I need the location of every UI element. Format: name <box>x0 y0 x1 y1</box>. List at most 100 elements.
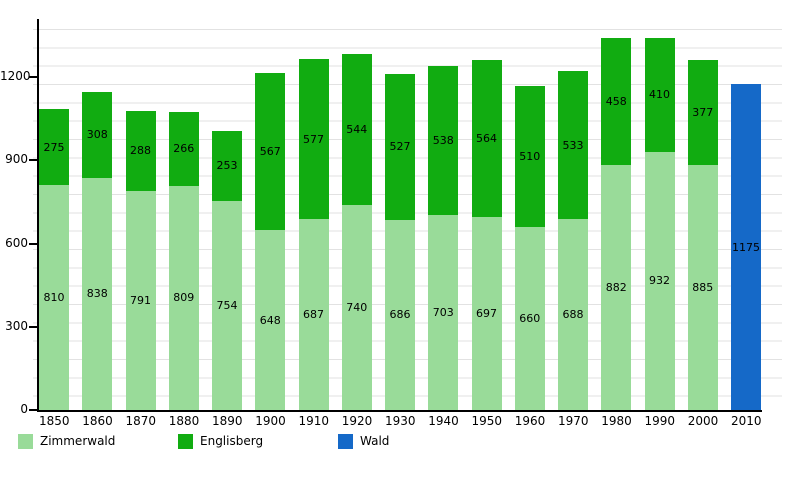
bar-segment-englisberg: 275 <box>39 109 69 186</box>
bar-value-label: 1175 <box>732 240 760 254</box>
y-tick-label: 1200 <box>0 69 31 84</box>
bar-value-label: 809 <box>173 291 195 305</box>
bar-value-label: 697 <box>476 306 497 320</box>
bar-1880: 809 266 <box>168 111 199 410</box>
bar-value-label: 275 <box>43 140 65 154</box>
bar-value-label: 544 <box>346 122 368 136</box>
legend-swatch-icon <box>18 433 33 449</box>
bar-segment-englisberg: 308 <box>82 92 113 178</box>
bar-1920: 740 544 <box>341 53 372 410</box>
bar-segment-zimmerwald: 648 <box>255 230 286 410</box>
bar-segment-englisberg: 253 <box>212 130 242 201</box>
bar-segment-englisberg: 544 <box>341 53 372 205</box>
bar-segment-englisberg: 410 <box>644 37 675 152</box>
y-axis-line <box>37 19 39 412</box>
bar-value-label: 687 <box>303 308 324 322</box>
x-tick-label: 1870 <box>125 414 157 428</box>
bar-segment-zimmerwald: 809 <box>168 185 199 410</box>
bar-2000: 885 377 <box>687 60 718 410</box>
bar-value-label: 703 <box>432 306 454 320</box>
x-tick-label: 1890 <box>212 414 243 428</box>
bar-1930: 686 527 <box>385 73 415 410</box>
x-tick-label: 1940 <box>428 414 459 428</box>
bar-1900: 648 567 <box>255 73 286 410</box>
bar-value-label: 308 <box>86 128 108 142</box>
x-tick-label: 1920 <box>341 414 373 428</box>
bar-value-label: 253 <box>216 159 238 173</box>
bar-segment-zimmerwald: 754 <box>212 200 242 410</box>
bar-value-label: 533 <box>562 138 584 152</box>
bar-value-label: 527 <box>389 140 411 154</box>
bar-segment-englisberg: 567 <box>255 73 286 231</box>
bar-1870: 791 288 <box>125 110 156 410</box>
bar-value-label: 510 <box>519 149 541 163</box>
x-tick-label: 1910 <box>298 414 330 428</box>
bar-value-label: 266 <box>173 142 195 156</box>
y-tick-label: 0 <box>20 402 28 416</box>
bar-segment-zimmerwald: 740 <box>341 204 372 410</box>
bar-segment-englisberg: 533 <box>558 71 588 220</box>
bar-1910: 687 577 <box>298 59 329 410</box>
bar-1960: 660 510 <box>514 85 545 410</box>
legend-swatch-icon <box>178 433 193 449</box>
bar-value-label: 791 <box>130 293 151 307</box>
bar-value-label: 564 <box>476 132 497 145</box>
bar-1940: 703 538 <box>428 65 459 410</box>
y-tick-mark <box>29 242 38 245</box>
bar-2010: 1175 <box>731 84 761 410</box>
legend-item-englisberg: Englisberg <box>178 433 263 449</box>
bar-segment-zimmerwald: 791 <box>125 190 156 410</box>
x-tick-label: 2010 <box>731 414 762 428</box>
bar-1980: 882 458 <box>601 38 632 410</box>
x-tick-label: 1930 <box>385 414 416 428</box>
bar-value-label: 648 <box>259 313 281 327</box>
legend-label: Zimmerwald <box>40 434 116 448</box>
legend: Zimmerwald Englisberg Wald <box>0 433 795 453</box>
bar-value-label: 885 <box>692 280 714 294</box>
y-tick-mark <box>29 76 38 79</box>
legend-label: Englisberg <box>200 434 264 448</box>
bar-1990: 932 410 <box>644 37 675 410</box>
x-tick-label: 1860 <box>82 414 113 428</box>
x-tick-label: 1980 <box>601 414 632 428</box>
bar-value-label: 577 <box>303 132 324 146</box>
bar-segment-zimmerwald: 686 <box>385 219 415 410</box>
x-tick-label: 2000 <box>687 414 719 428</box>
bar-value-label: 377 <box>692 105 714 119</box>
y-tick-label: 900 <box>5 152 28 167</box>
y-tick-label: 600 <box>5 235 28 250</box>
x-tick-label: 1970 <box>558 414 589 428</box>
bar-segment-wald: 1175 <box>731 84 761 410</box>
bar-segment-englisberg: 266 <box>168 111 199 186</box>
bar-segment-zimmerwald: 687 <box>298 219 329 410</box>
bar-segment-zimmerwald: 697 <box>471 216 502 410</box>
bar-value-label: 660 <box>519 311 541 325</box>
x-axis-labels: 1850 1860 1870 1880 1890 1900 1910 1920 1930 1940… <box>39 414 762 428</box>
bar-segment-zimmerwald: 838 <box>82 177 113 410</box>
y-tick-mark <box>29 159 38 162</box>
y-tick-mark <box>29 325 38 328</box>
x-tick-label: 1900 <box>255 414 286 428</box>
legend-item-wald: Wald <box>338 433 389 449</box>
bar-value-label: 288 <box>130 144 151 158</box>
bar-value-label: 538 <box>432 133 454 147</box>
bar-1950: 697 564 <box>471 60 502 410</box>
bars-area: 810 275 838 308 791 288 809 266 754 253 648 567 687 5… <box>39 20 761 410</box>
bar-segment-zimmerwald: 882 <box>601 165 632 410</box>
y-tick-mark <box>29 409 38 411</box>
bar-segment-englisberg: 288 <box>125 110 156 191</box>
bar-1850: 810 275 <box>39 109 69 410</box>
x-axis-line <box>37 410 762 412</box>
x-tick-label: 1950 <box>471 414 503 428</box>
bar-segment-englisberg: 538 <box>428 65 459 216</box>
x-tick-label: 1960 <box>514 414 546 428</box>
x-tick-label: 1850 <box>39 414 70 428</box>
bar-segment-englisberg: 458 <box>601 38 632 166</box>
bar-segment-zimmerwald: 660 <box>514 226 545 410</box>
y-tick-label: 300 <box>5 318 28 333</box>
bar-value-label: 740 <box>346 300 368 314</box>
bar-segment-englisberg: 527 <box>385 73 415 220</box>
bar-segment-zimmerwald: 703 <box>428 215 459 410</box>
bar-value-label: 410 <box>649 88 670 102</box>
